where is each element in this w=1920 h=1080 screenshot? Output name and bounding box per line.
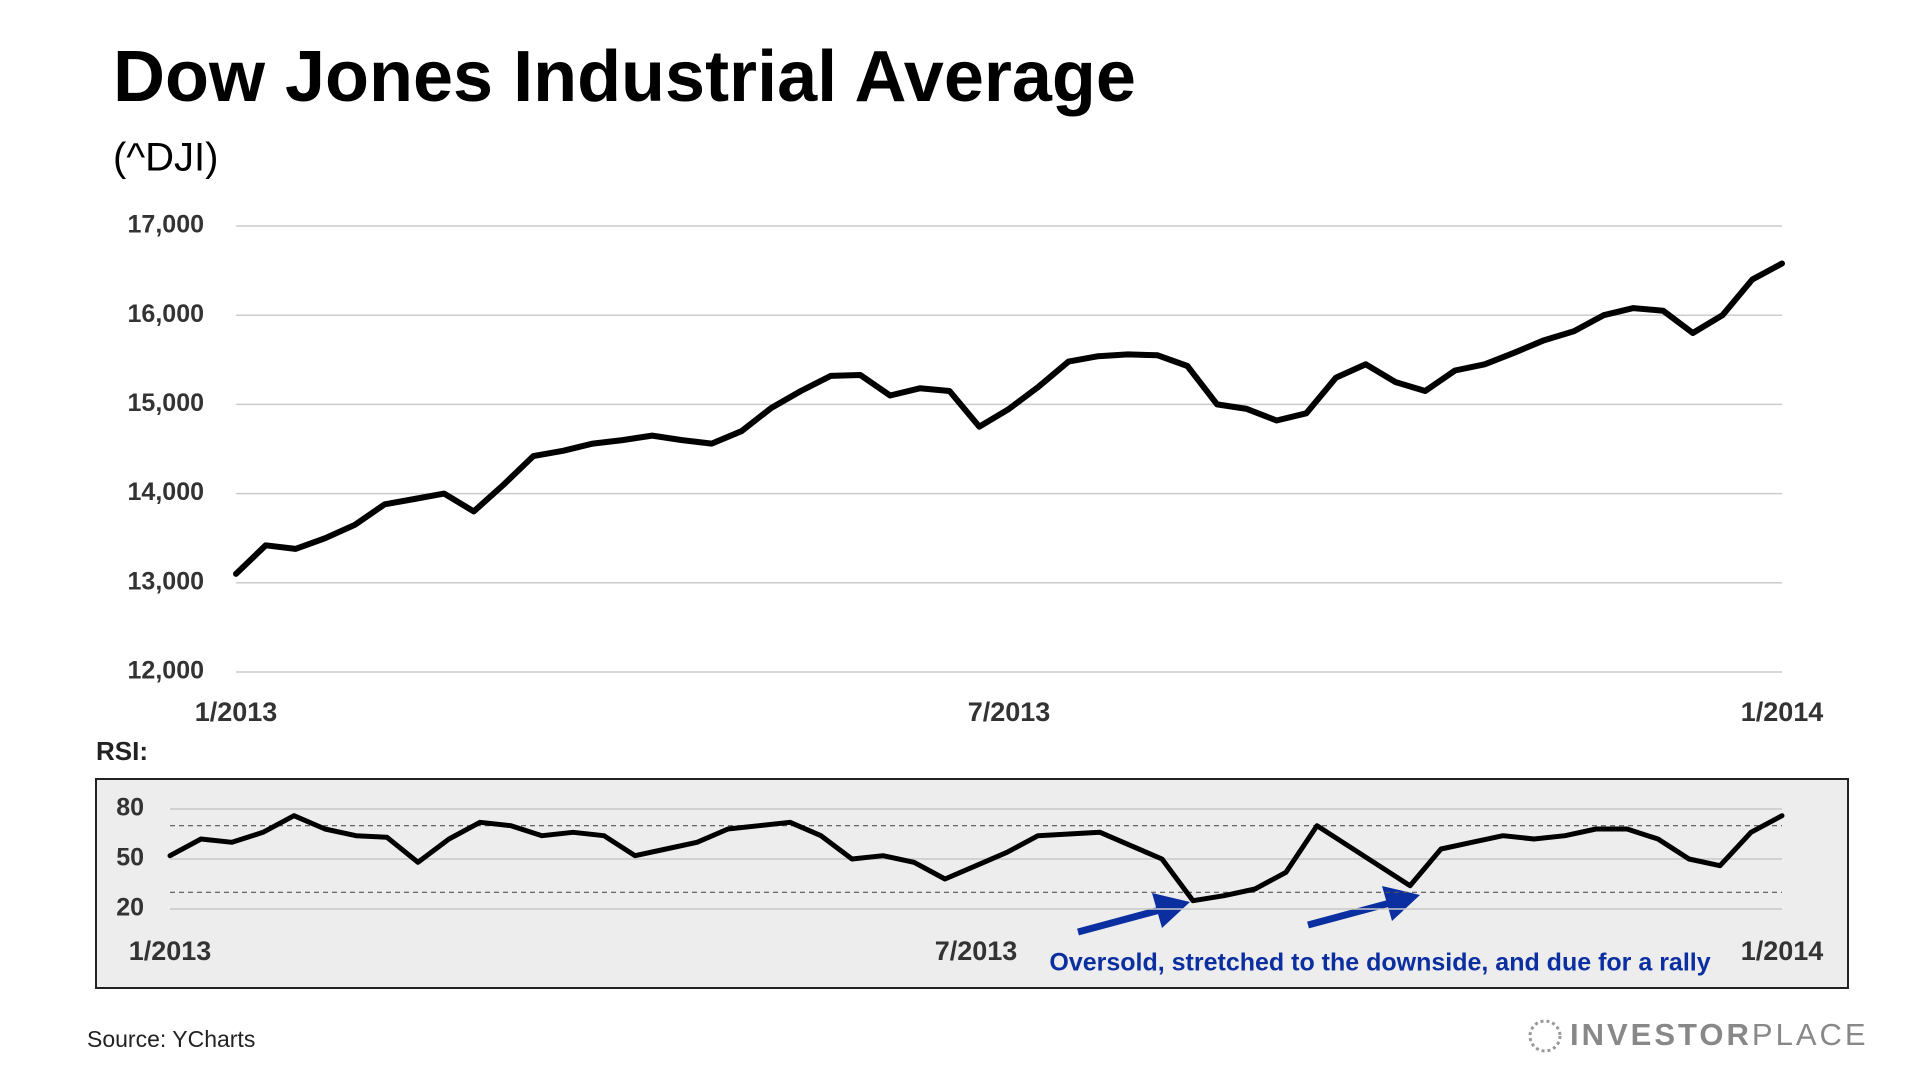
x-tick-label: 7/2013 <box>968 697 1051 727</box>
arrow-head <box>1152 893 1190 928</box>
logo-icon <box>1528 1019 1562 1053</box>
arrow <box>1077 906 1161 936</box>
y-tick-label: 20 <box>116 894 144 922</box>
line <box>167 813 1785 904</box>
y-tick-label: 12,000 <box>128 657 204 685</box>
arrows <box>1077 886 1420 936</box>
logo-part: INVESTOR <box>1570 1017 1752 1052</box>
x-tick-label: 7/2013 <box>935 936 1018 966</box>
arrow <box>1307 899 1391 929</box>
x-tick-label: 1/2014 <box>1741 697 1824 727</box>
chart-subtitle: (^DJI) <box>113 136 218 180</box>
annotation: Oversold, stretched to the downside, and… <box>1049 949 1710 977</box>
y-tick-label: 50 <box>116 844 144 872</box>
logo-text: INVESTORPLACE <box>1570 1017 1869 1052</box>
x-tick-label: 1/2013 <box>129 936 212 966</box>
rsi-title: RSI: <box>96 736 148 766</box>
y-tick-label: 80 <box>116 794 144 822</box>
x-tick-label: 1/2014 <box>1741 936 1824 966</box>
y-tick-label: 16,000 <box>128 300 204 328</box>
source: Source: YCharts <box>87 1026 255 1052</box>
y-tick-label: 15,000 <box>128 389 204 417</box>
rsi-panel <box>95 778 1849 989</box>
line <box>233 260 1785 577</box>
x-tick-label: 1/2013 <box>195 697 278 727</box>
arrow-head <box>1382 886 1420 921</box>
y-tick-label: 17,000 <box>128 211 204 239</box>
y-tick-label: 13,000 <box>128 567 204 595</box>
chart-title: Dow Jones Industrial Average <box>113 37 1136 117</box>
y-tick-label: 14,000 <box>128 478 204 506</box>
logo: INVESTORPLACE <box>1528 1017 1869 1053</box>
logo-part: PLACE <box>1752 1017 1869 1052</box>
